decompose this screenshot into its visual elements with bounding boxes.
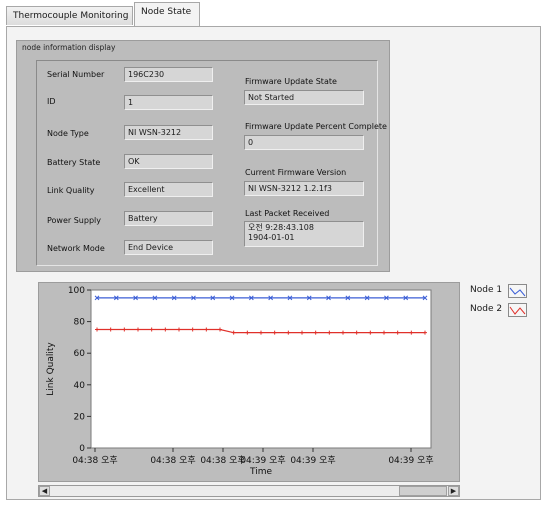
data-point-node1: [191, 295, 196, 301]
last-packet-label: Last Packet Received: [245, 209, 330, 218]
data-point-node2: [272, 330, 277, 335]
last-packet-date: 1904-01-01: [248, 233, 295, 242]
legend-node1-swatch[interactable]: [508, 284, 527, 298]
chart-horizontal-scrollbar[interactable]: ◀ ▶: [38, 485, 460, 497]
data-point-node2: [231, 330, 236, 335]
tab-thermocouple-monitoring[interactable]: Thermocouple Monitoring: [6, 6, 133, 25]
data-point-node2: [409, 330, 414, 335]
y-tick-label: 40: [74, 381, 86, 391]
power-supply-label: Power Supply: [47, 216, 101, 225]
firmware-update-state-label: Firmware Update State: [245, 77, 337, 86]
data-point-node2: [395, 330, 400, 335]
scroll-left-arrow-icon[interactable]: ◀: [39, 486, 50, 496]
data-point-node1: [248, 295, 254, 301]
data-point-node2: [259, 330, 263, 335]
firmware-update-percent-field[interactable]: 0: [244, 135, 364, 150]
data-point-node1: [113, 295, 119, 301]
data-point-node1: [133, 295, 138, 301]
serial-number-field[interactable]: 196C230: [124, 67, 213, 82]
serial-number-label: Serial Number: [47, 70, 105, 79]
data-point-node2: [204, 327, 209, 332]
data-point-node2: [286, 330, 291, 335]
scroll-right-arrow-icon[interactable]: ▶: [448, 486, 459, 496]
last-packet-field[interactable]: 오전 9:28:43.108 1904-01-01: [244, 221, 364, 247]
data-point-node1: [229, 295, 235, 301]
current-firmware-field[interactable]: NI WSN-3212 1.2.1f3: [244, 181, 364, 196]
scrollbar-thumb[interactable]: [399, 486, 447, 496]
data-point-node1: [268, 295, 274, 301]
data-point-node2: [313, 330, 318, 335]
data-point-node1: [171, 295, 177, 301]
y-tick-label: 60: [74, 349, 86, 359]
id-field[interactable]: 1: [124, 95, 213, 110]
data-point-node2: [95, 327, 99, 332]
data-point-node1: [326, 295, 331, 301]
legend-node2-swatch[interactable]: [508, 303, 527, 317]
data-point-node1: [364, 295, 370, 301]
data-point-node2: [368, 330, 373, 335]
data-point-node2: [341, 330, 345, 335]
plot-area: [90, 289, 432, 449]
data-point-node2: [354, 330, 359, 335]
network-mode-label: Network Mode: [47, 244, 105, 253]
data-point-node1: [94, 295, 100, 301]
last-packet-time: 오전 9:28:43.108: [248, 223, 314, 232]
x-tick-label: 04:39 오후: [388, 455, 433, 466]
network-mode-field[interactable]: End Device: [124, 240, 213, 255]
legend-node2-label: Node 2: [470, 304, 503, 314]
data-point-node1: [287, 295, 293, 301]
data-point-node2: [423, 330, 427, 335]
firmware-update-state-field[interactable]: Not Started: [244, 90, 364, 105]
data-point-node1: [384, 295, 389, 301]
y-tick-label: 80: [74, 318, 86, 328]
data-point-node2: [218, 327, 222, 332]
x-tick-label: 04:39 오후: [290, 455, 335, 466]
node-type-field[interactable]: NI WSN-3212: [124, 125, 213, 140]
data-point-node1: [403, 295, 409, 301]
tab-node-state[interactable]: Node State: [134, 2, 200, 26]
legend-node1-label: Node 1: [470, 285, 503, 295]
data-point-node2: [300, 330, 304, 335]
link-quality-label: Link Quality: [47, 186, 95, 195]
y-tick-label: 0: [79, 444, 85, 454]
x-tick-label: 04:38 오후: [150, 455, 195, 466]
x-tick-label: 04:38 오후: [200, 455, 245, 466]
data-point-node2: [163, 327, 168, 332]
node-info-group: [36, 60, 378, 266]
y-tick-label: 100: [68, 286, 85, 296]
data-point-node2: [108, 327, 113, 332]
x-tick-label: 04:38 오후: [72, 455, 117, 466]
data-point-node2: [122, 327, 127, 332]
battery-state-label: Battery State: [47, 158, 101, 167]
firmware-update-percent-label: Firmware Update Percent Complete: [245, 122, 387, 131]
data-point-node1: [210, 295, 216, 301]
data-point-node2: [327, 330, 332, 335]
battery-state-field[interactable]: OK: [124, 154, 213, 169]
data-point-node1: [345, 295, 351, 301]
data-point-node2: [382, 330, 386, 335]
current-firmware-label: Current Firmware Version: [245, 168, 347, 177]
power-supply-field[interactable]: Battery: [124, 211, 213, 226]
y-tick-label: 20: [74, 412, 86, 422]
node-type-label: Node Type: [47, 129, 89, 138]
y-axis-label: Link Quality: [46, 342, 56, 396]
data-point-node2: [177, 327, 181, 332]
data-point-node2: [149, 327, 154, 332]
data-point-node2: [245, 330, 250, 335]
node-info-panel-title: node information display: [22, 43, 116, 52]
link-quality-field[interactable]: Excellent: [124, 182, 213, 197]
data-point-node1: [152, 295, 158, 301]
link-quality-chart-frame: 100 80 60 40 20 0 04:38 오후 04:38 오후 04:38 오후 04:3…: [38, 282, 460, 482]
x-axis-label: Time: [249, 467, 272, 477]
data-point-node1: [422, 295, 428, 301]
x-tick-label: 04:39 오후: [240, 455, 285, 466]
id-label: ID: [47, 97, 56, 106]
data-point-node2: [136, 327, 140, 332]
data-point-node1: [306, 295, 312, 301]
data-point-node2: [190, 327, 195, 332]
